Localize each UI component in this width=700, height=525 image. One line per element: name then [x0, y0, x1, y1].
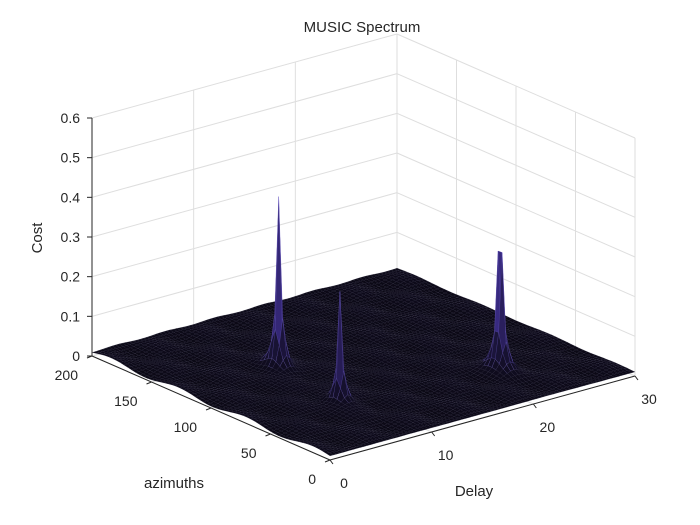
back-wall-grid-line: [91, 152, 398, 238]
back-wall-grid-line: [91, 192, 398, 278]
side-wall-grid-line: [396, 192, 636, 298]
side-wall-grid-line: [396, 73, 636, 179]
side-wall-grid-line: [396, 152, 636, 258]
side-wall-grid-line: [396, 231, 636, 337]
back-wall-grid-line: [91, 231, 398, 317]
back-wall-grid-line: [91, 112, 398, 198]
surface-plot: [91, 196, 636, 457]
side-wall-grid-line: [396, 112, 636, 218]
back-wall-grid-line: [91, 33, 398, 119]
side-wall-grid-line: [396, 33, 636, 139]
back-wall-grid-line: [91, 73, 398, 159]
